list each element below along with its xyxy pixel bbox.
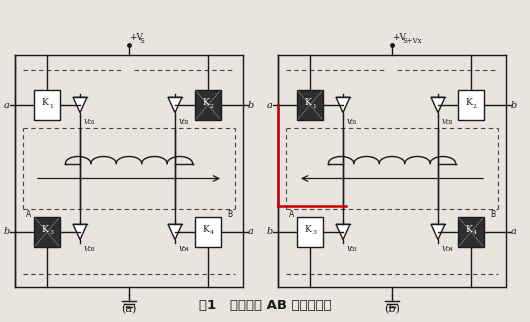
Text: D3: D3	[350, 247, 358, 252]
Text: D2: D2	[445, 120, 453, 125]
Text: S+Vx: S+Vx	[402, 37, 422, 45]
Text: B: B	[490, 210, 495, 219]
Text: b: b	[4, 228, 10, 236]
Text: b: b	[248, 100, 254, 109]
Text: a: a	[267, 100, 273, 109]
Bar	[458, 217, 484, 247]
Bar	[34, 217, 60, 247]
Text: D2: D2	[182, 120, 190, 125]
Text: +V: +V	[392, 33, 406, 42]
Bar	[34, 90, 60, 120]
Text: K: K	[41, 98, 48, 107]
Text: a: a	[511, 228, 517, 236]
Text: 2: 2	[473, 103, 477, 109]
Text: D3: D3	[87, 247, 95, 252]
Text: b: b	[267, 228, 273, 236]
Polygon shape	[73, 97, 87, 113]
Text: K: K	[305, 224, 312, 233]
Text: V: V	[442, 118, 447, 126]
Polygon shape	[73, 224, 87, 240]
Text: V: V	[179, 118, 184, 126]
Polygon shape	[431, 97, 445, 113]
Text: K: K	[465, 224, 472, 233]
Bar	[297, 217, 323, 247]
Text: A: A	[289, 210, 294, 219]
Text: b: b	[511, 100, 517, 109]
Bar	[195, 217, 221, 247]
Polygon shape	[168, 224, 182, 240]
Text: D4: D4	[182, 247, 190, 252]
Text: V: V	[442, 245, 447, 253]
Polygon shape	[168, 97, 182, 113]
Text: 4: 4	[473, 231, 477, 235]
Text: (a): (a)	[121, 304, 137, 314]
Text: D1: D1	[87, 120, 95, 125]
Text: D4: D4	[445, 247, 453, 252]
Text: 2: 2	[210, 103, 214, 109]
Bar	[195, 90, 221, 120]
Polygon shape	[336, 97, 350, 113]
Text: K: K	[465, 98, 472, 107]
Text: 3: 3	[49, 231, 53, 235]
Text: K: K	[202, 224, 209, 233]
Polygon shape	[431, 224, 445, 240]
Text: 图1   电机绕组 AB 的电流方向: 图1 电机绕组 AB 的电流方向	[199, 299, 331, 312]
Text: 3: 3	[312, 231, 316, 235]
Polygon shape	[336, 224, 350, 240]
Text: S: S	[139, 37, 144, 45]
Text: V: V	[347, 118, 352, 126]
Text: A: A	[26, 210, 31, 219]
Text: K: K	[202, 98, 209, 107]
Text: V: V	[347, 245, 352, 253]
Text: 1: 1	[49, 103, 53, 109]
Text: a: a	[248, 228, 254, 236]
Text: V: V	[84, 118, 89, 126]
Text: K: K	[41, 224, 48, 233]
Bar	[458, 90, 484, 120]
Text: V: V	[179, 245, 184, 253]
Text: (b): (b)	[384, 304, 400, 314]
Text: D1: D1	[350, 120, 358, 125]
Text: V: V	[84, 245, 89, 253]
Bar	[297, 90, 323, 120]
Text: +V: +V	[129, 33, 143, 42]
Text: B: B	[227, 210, 232, 219]
Text: K: K	[305, 98, 312, 107]
Text: a: a	[4, 100, 10, 109]
Text: 4: 4	[210, 231, 214, 235]
Text: 1: 1	[312, 103, 316, 109]
